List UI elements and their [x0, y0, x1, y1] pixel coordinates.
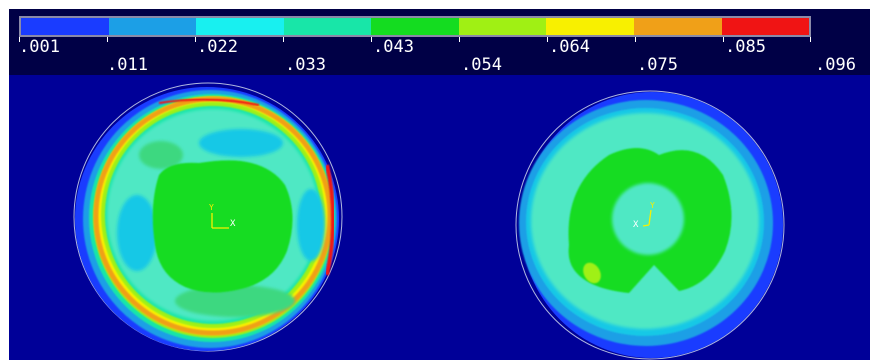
- color-band-7: [546, 18, 634, 35]
- tick-mark: [723, 37, 724, 42]
- contour-patch: [175, 285, 295, 317]
- contour-patch: [297, 189, 325, 261]
- contour-peak: [325, 164, 335, 276]
- legend-tick-label: .064: [549, 37, 590, 57]
- tick-mark: [195, 37, 196, 42]
- tick-mark: [459, 37, 460, 42]
- tick-mark: [283, 37, 284, 42]
- outline-circle: [73, 82, 343, 352]
- contour-plot: Y X Y X: [73, 82, 785, 360]
- color-band-3: [196, 18, 284, 35]
- color-band-6: [458, 18, 547, 35]
- viewport: .001 .022 .043 .064 .085 .011 .033 .054 …: [9, 9, 870, 360]
- y-axis-label: Y: [650, 201, 655, 210]
- color-band-9: [721, 18, 810, 35]
- contour-patch: [139, 141, 183, 169]
- contour-core: [152, 160, 293, 293]
- contour-patch: [199, 129, 283, 157]
- tick-mark: [547, 37, 548, 42]
- legend-tick-label: .001: [19, 37, 60, 57]
- color-band-2: [108, 18, 197, 35]
- color-band-1: [21, 18, 109, 35]
- legend-tick-label: .033: [285, 55, 326, 75]
- legend-tick-label: .075: [637, 55, 678, 75]
- contour-patch: [117, 195, 157, 271]
- legend-tick-label: .043: [373, 37, 414, 57]
- color-scale-bar: [19, 16, 811, 37]
- y-axis-label: Y: [209, 203, 214, 212]
- contour-center-low: [612, 183, 684, 255]
- tick-mark: [107, 37, 108, 42]
- legend-tick-label: .054: [461, 55, 502, 75]
- legend-tick-label: .011: [107, 55, 148, 75]
- tick-mark: [635, 37, 636, 42]
- axis-triad-right: Y X: [633, 201, 655, 230]
- contour-hotspot: [583, 262, 601, 284]
- axis-triad-left: Y X: [209, 203, 236, 229]
- contour-legend: .001 .022 .043 .064 .085 .011 .033 .054 …: [9, 9, 870, 75]
- contour-peak: [158, 98, 260, 106]
- left-contour-model: [73, 82, 343, 352]
- legend-tick-label: .085: [725, 37, 766, 57]
- right-contour-model: [515, 90, 785, 360]
- legend-tick-label: .022: [197, 37, 238, 57]
- y-axis-line: [648, 209, 652, 226]
- x-axis-label: X: [633, 220, 639, 230]
- x-axis-line: [642, 224, 650, 227]
- tick-mark: [371, 37, 372, 42]
- outline-circle: [515, 90, 785, 360]
- color-band-4: [283, 18, 372, 35]
- color-band-5: [371, 18, 459, 35]
- tick-mark: [19, 37, 20, 42]
- x-axis-label: X: [230, 219, 236, 229]
- tick-mark: [810, 37, 811, 42]
- legend-tick-label: .096: [815, 55, 856, 75]
- color-band-8: [633, 18, 722, 35]
